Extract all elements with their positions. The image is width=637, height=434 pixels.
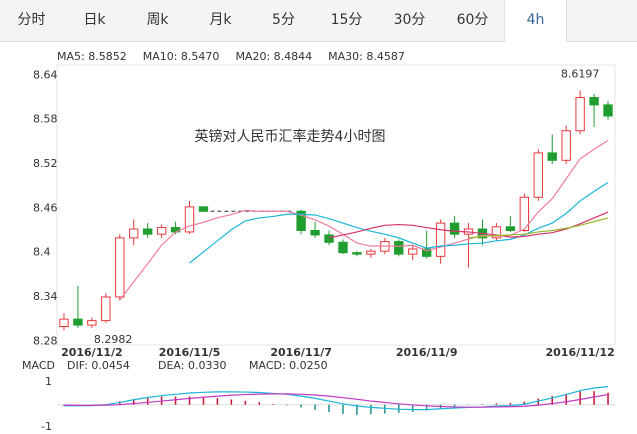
y-tick-label: 8.34: [33, 290, 58, 303]
x-tick-label: 2016/11/12: [545, 346, 614, 359]
x-tick-label: 2016/11/5: [159, 346, 221, 359]
candle-body: [73, 318, 83, 326]
panel-label: MACD: [22, 359, 55, 372]
legend-entry: MA10: 8.5470: [143, 50, 220, 63]
y-tick-label: 8.4: [33, 246, 51, 259]
chart-title: 英镑对人民币汇率走势4小时图: [195, 128, 386, 145]
candle-body: [324, 234, 334, 243]
y-tick-label: 8.52: [33, 157, 58, 170]
x-tick-label: 2016/11/9: [396, 346, 458, 359]
candle-body: [101, 296, 111, 322]
legend-entry: DIF: 0.0454: [67, 359, 130, 372]
y-tick-label: 1: [45, 375, 52, 388]
candle-body: [421, 248, 432, 257]
candle-body: [142, 228, 153, 235]
candle-body: [561, 130, 571, 161]
candle-body: [198, 206, 209, 212]
tab[interactable]: 60分: [456, 12, 489, 28]
tab[interactable]: 月k: [209, 12, 232, 28]
plot-frame: [56, 64, 616, 346]
candle-body: [519, 196, 530, 231]
candle-body: [533, 152, 543, 198]
tab[interactable]: 周k: [146, 12, 169, 28]
candle-body: [156, 227, 167, 235]
candle-body: [435, 222, 446, 257]
legend-entry: DEA: 0.0330: [158, 359, 226, 372]
candle-body: [449, 222, 460, 235]
ma-line: [468, 217, 609, 239]
candle-body: [408, 248, 418, 255]
candle-body: [352, 252, 362, 255]
y-tick-label: 8.46: [33, 201, 58, 214]
candle-body: [491, 226, 502, 239]
candle-body: [129, 228, 139, 239]
legend-entry: MA20: 8.4844: [235, 50, 312, 63]
candle-body: [310, 229, 320, 236]
tab[interactable]: 4h: [504, 0, 567, 42]
legend-entry: MA5: 8.5852: [57, 50, 127, 63]
y-tick-label: 8.28: [33, 334, 58, 347]
macd-line: [63, 393, 609, 408]
x-tick-label: 2016/11/2: [61, 346, 123, 359]
tab[interactable]: 5分: [272, 12, 295, 28]
candle-body: [547, 152, 557, 161]
tab-bar: 分时 日k 周k 月k 5分 15分 30分 60分 4h: [0, 0, 637, 42]
macd-line: [63, 386, 609, 411]
y-tick-label: -1: [41, 420, 52, 433]
candle-body: [338, 241, 348, 254]
ma-line: [189, 181, 609, 264]
min-label: 8.2982: [94, 333, 133, 346]
candle-body: [296, 210, 306, 231]
candle-body: [575, 97, 585, 132]
tab[interactable]: 分时: [17, 12, 46, 28]
tab[interactable]: 15分: [330, 12, 363, 28]
ma-line: [119, 139, 609, 301]
x-tick-label: 2016/11/7: [270, 346, 332, 359]
candle-body: [366, 250, 376, 255]
y-tick-label: 8.58: [33, 113, 58, 126]
candle-body: [505, 226, 516, 231]
tab[interactable]: 日k: [83, 12, 106, 28]
legend-entry: MA30: 8.4587: [328, 50, 405, 63]
ma-line: [328, 211, 609, 239]
legend-entry: MACD: 0.0250: [249, 359, 328, 372]
candle-body: [87, 320, 97, 326]
tab[interactable]: 30分: [393, 12, 426, 28]
candle-body: [394, 241, 404, 255]
y-tick-label: 8.64: [33, 68, 58, 81]
candle-body: [184, 206, 195, 233]
candle-body: [603, 104, 613, 117]
candle-body: [59, 318, 69, 328]
candle-body: [115, 237, 125, 298]
candle-body: [589, 97, 599, 106]
max-label: 8.6197: [561, 67, 600, 80]
